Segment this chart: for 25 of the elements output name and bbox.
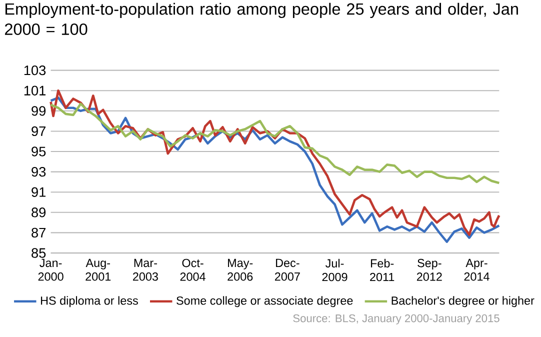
y-tick-label: 101 (24, 86, 46, 96)
x-tick-label: Aug-2001 (86, 258, 111, 281)
y-tick-label: 93 (32, 166, 46, 177)
x-tick-label: May-2006 (228, 258, 253, 281)
y-tick-label: 95 (32, 146, 46, 156)
y-tick-label: 99 (32, 106, 46, 116)
y-tick-label: 85 (32, 248, 46, 258)
chart-title: Employment-to-population ratio among people 25 years and older, Jan 2000 = 100 (4, 2, 518, 36)
y-tick-label: 97 (32, 126, 46, 136)
x-tick-label: Sep-2012 (416, 258, 442, 281)
y-tick-label: 103 (24, 65, 46, 76)
source-note: Source: BLS, January 2000-January 2015 (293, 314, 500, 324)
legend-label: HS diploma or less (41, 296, 138, 308)
legend-label: Bachelor's degree or higher (392, 296, 534, 308)
x-tick-label: Dec-2007 (274, 258, 300, 281)
x-tick-label: Jul-2009 (322, 258, 348, 282)
y-tick-label: 87 (32, 228, 46, 238)
legend-label: Some college or associate degree (176, 296, 353, 308)
x-tick-label: Mar-2003 (133, 258, 158, 281)
x-tick-label: Feb-2011 (370, 258, 394, 282)
x-tick-label: Oct-2004 (180, 258, 206, 281)
x-tick-label: Apr-2014 (464, 258, 490, 281)
y-tick-label: 89 (32, 208, 46, 218)
y-tick-label: 91 (32, 187, 46, 197)
x-tick-label: Jan-2000 (38, 258, 64, 281)
